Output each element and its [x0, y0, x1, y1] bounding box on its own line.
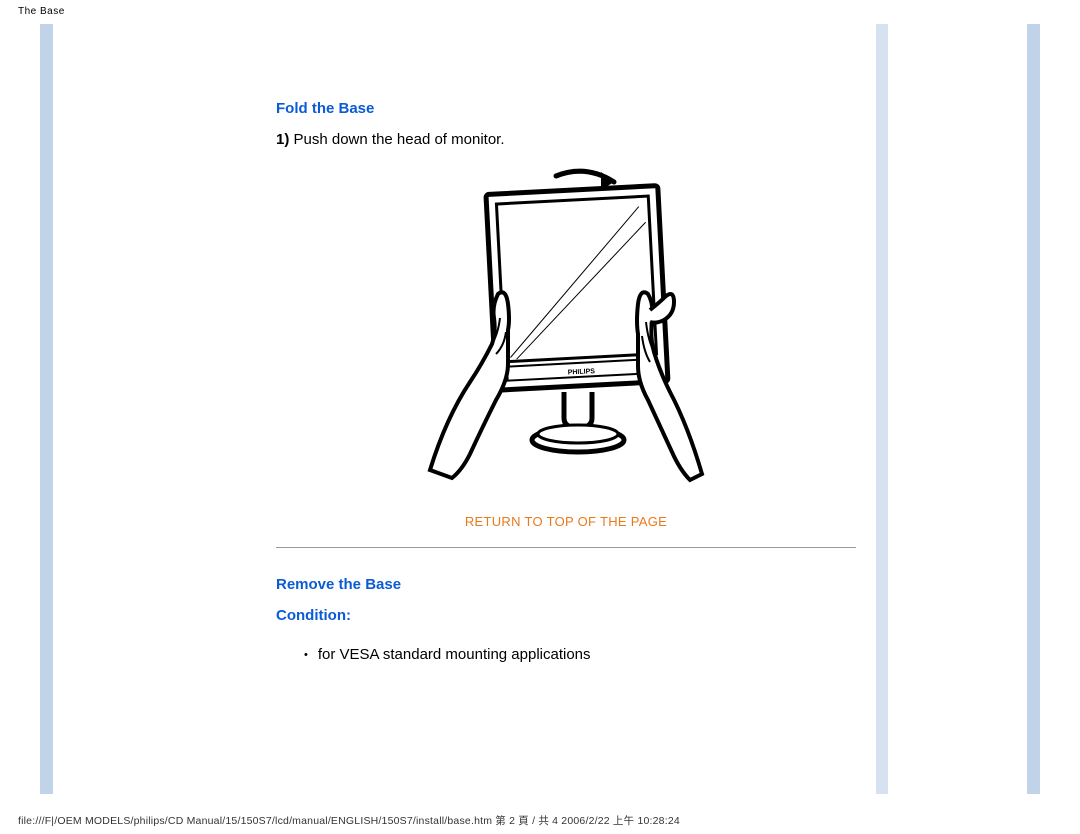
return-to-top-link[interactable]: RETURN TO TOP OF THE PAGE — [465, 514, 667, 529]
page-top-title: The Base — [18, 6, 65, 17]
condition-bullet-1: for VESA standard mounting applications — [304, 646, 856, 663]
svg-text:PHILIPS: PHILIPS — [568, 368, 596, 376]
step-number: 1) — [276, 131, 289, 148]
monitor-push-illustration: PHILIPS — [276, 168, 856, 488]
heading-fold-base: Fold the Base — [276, 100, 856, 117]
heading-condition: Condition: — [276, 607, 856, 624]
heading-remove-base: Remove the Base — [276, 576, 856, 593]
decor-bar-right — [1027, 24, 1040, 794]
monitor-svg: PHILIPS — [426, 168, 706, 488]
content-area: Fold the Base 1) Push down the head of m… — [40, 24, 1040, 794]
page-footer-path: file:///F|/OEM MODELS/philips/CD Manual/… — [18, 813, 680, 828]
document-body: Fold the Base 1) Push down the head of m… — [276, 94, 856, 663]
step-text: Push down the head of monitor. — [294, 131, 505, 148]
return-to-top-row: RETURN TO TOP OF THE PAGE — [276, 514, 856, 529]
fold-base-step-1: 1) Push down the head of monitor. — [276, 131, 856, 148]
decor-bar-left — [40, 24, 53, 794]
decor-bar-inner-right — [876, 24, 888, 794]
section-divider — [276, 547, 856, 548]
